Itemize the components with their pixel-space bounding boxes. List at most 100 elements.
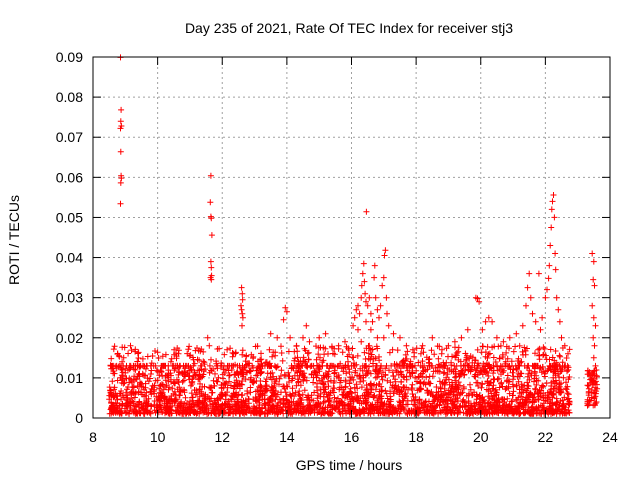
data-point bbox=[313, 343, 319, 350]
data-point bbox=[194, 410, 201, 416]
data-point bbox=[127, 405, 134, 411]
data-point bbox=[368, 351, 375, 358]
data-point bbox=[556, 318, 563, 325]
data-point bbox=[327, 409, 334, 416]
data-point bbox=[363, 298, 369, 305]
data-point bbox=[342, 377, 349, 384]
data-point bbox=[552, 377, 559, 384]
data-point bbox=[229, 404, 236, 410]
y-tick-label: 0.05 bbox=[56, 209, 83, 225]
data-point bbox=[335, 342, 342, 349]
data-point bbox=[418, 400, 425, 407]
data-point bbox=[389, 382, 396, 389]
data-point bbox=[329, 404, 336, 411]
data-point bbox=[423, 374, 430, 381]
data-point bbox=[407, 358, 414, 365]
data-point bbox=[433, 384, 440, 390]
data-point bbox=[419, 342, 426, 349]
data-point bbox=[401, 384, 408, 391]
data-point bbox=[181, 387, 188, 394]
data-point bbox=[117, 200, 124, 207]
data-point bbox=[506, 334, 513, 341]
data-point bbox=[455, 398, 461, 404]
data-point bbox=[535, 403, 542, 410]
data-point bbox=[509, 398, 516, 405]
data-point bbox=[431, 397, 438, 403]
data-point bbox=[278, 367, 285, 374]
data-point bbox=[231, 379, 238, 386]
data-point bbox=[529, 408, 536, 415]
data-point bbox=[591, 282, 598, 289]
data-point bbox=[206, 342, 213, 349]
data-point bbox=[196, 398, 203, 405]
data-point bbox=[498, 380, 504, 387]
data-point bbox=[531, 398, 537, 405]
data-point bbox=[268, 404, 275, 411]
data-point bbox=[457, 409, 464, 416]
data-point bbox=[488, 390, 495, 397]
data-point bbox=[470, 410, 477, 417]
data-point bbox=[116, 402, 123, 409]
data-point bbox=[288, 377, 295, 384]
data-point bbox=[131, 402, 138, 409]
data-point bbox=[380, 403, 387, 410]
data-point bbox=[411, 353, 418, 360]
data-point bbox=[367, 380, 374, 387]
data-point bbox=[124, 386, 130, 393]
data-point bbox=[460, 384, 467, 390]
data-point bbox=[209, 389, 216, 396]
data-point bbox=[144, 362, 151, 369]
data-point bbox=[165, 409, 172, 416]
data-point bbox=[297, 382, 304, 389]
data-point bbox=[115, 352, 122, 359]
data-point bbox=[350, 322, 357, 329]
data-point bbox=[419, 364, 426, 371]
data-point bbox=[546, 405, 553, 412]
data-point bbox=[263, 382, 270, 389]
data-point bbox=[435, 364, 441, 371]
data-point bbox=[253, 372, 260, 379]
data-point bbox=[419, 358, 426, 365]
data-point bbox=[196, 371, 203, 378]
data-point bbox=[389, 346, 396, 353]
data-point bbox=[412, 374, 419, 381]
data-point bbox=[304, 364, 311, 371]
data-point bbox=[220, 375, 226, 382]
data-point bbox=[152, 348, 158, 354]
data-point bbox=[238, 306, 245, 313]
data-point bbox=[500, 367, 507, 374]
y-tick-label: 0.08 bbox=[56, 89, 83, 105]
data-point bbox=[441, 390, 448, 397]
data-point bbox=[489, 318, 496, 325]
data-point bbox=[515, 378, 522, 385]
data-point bbox=[447, 389, 454, 396]
data-point bbox=[272, 349, 279, 356]
data-point bbox=[565, 407, 572, 414]
data-point bbox=[239, 347, 246, 354]
data-point bbox=[593, 372, 600, 379]
data-point bbox=[467, 405, 474, 412]
data-point bbox=[504, 411, 511, 417]
data-point bbox=[270, 373, 277, 380]
data-point bbox=[435, 355, 442, 362]
data-point bbox=[108, 355, 115, 362]
data-point bbox=[554, 406, 561, 413]
data-point bbox=[319, 378, 326, 385]
data-point bbox=[193, 387, 200, 394]
x-tick-label: 20 bbox=[473, 429, 489, 445]
data-point bbox=[538, 387, 545, 394]
data-point bbox=[465, 408, 471, 415]
data-point bbox=[140, 410, 147, 417]
data-point bbox=[236, 380, 243, 387]
data-point bbox=[342, 338, 348, 345]
data-point bbox=[593, 399, 600, 405]
data-point bbox=[390, 330, 397, 337]
data-point bbox=[163, 382, 170, 389]
data-point bbox=[553, 399, 560, 406]
data-point bbox=[181, 369, 188, 376]
data-point bbox=[211, 397, 218, 404]
data-point bbox=[385, 322, 392, 329]
data-point bbox=[353, 381, 360, 388]
data-point bbox=[172, 408, 179, 415]
data-point bbox=[302, 359, 309, 365]
